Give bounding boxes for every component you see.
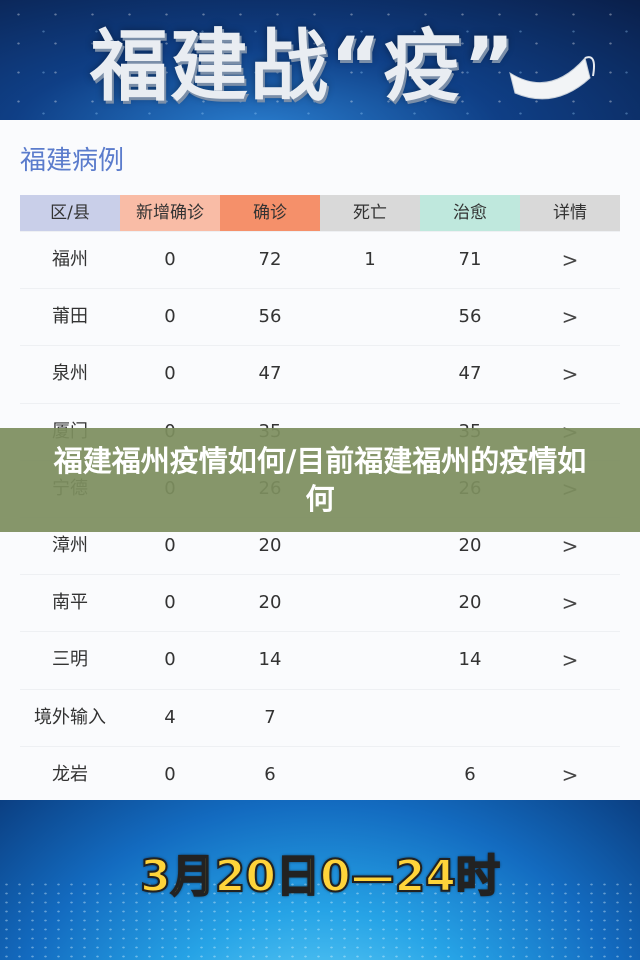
table-cell: 6 [464,763,476,785]
table-cell: 境外输入 [34,706,106,728]
bottom-banner: 3月20日0—24时 [0,800,640,960]
table-cell: 南平 [52,592,88,614]
column-header: 新增确诊 [120,195,220,231]
title-overlay: 福建福州疫情如何/目前福建福州的疫情如何 [0,428,640,532]
table-cell: 1 [364,249,376,270]
banner-title: 福建战“疫” [90,22,517,112]
column-header: 确诊 [220,195,320,231]
stars-decoration [0,880,640,960]
table-cell: 47 [258,363,282,385]
table-cell: 漳州 [52,534,88,556]
details-chevron-icon[interactable]: > [561,533,579,558]
table-cell: 56 [258,306,282,328]
section-title: 福建病例 [20,146,125,176]
table-row: 龙岩 0 6 6 > [20,745,620,803]
details-chevron-icon[interactable]: > [561,648,579,673]
table-cell: 14 [458,649,482,671]
table-cell [320,690,420,746]
table-cell: 6 [264,763,276,785]
table-cell [320,632,420,688]
table-cell: 56 [458,306,482,328]
column-header: 死亡 [320,195,420,231]
table-cell: 三明 [52,649,88,671]
table-row: 福州 0 72 1 71 > [20,231,620,288]
table-cell: 莆田 [52,306,88,328]
table-cell: 47 [458,363,482,385]
column-header: 治愈 [420,195,520,231]
table-row: 南平 0 20 20 > [20,574,620,631]
details-chevron-icon[interactable]: > [561,591,579,616]
table-cell: 福州 [52,249,88,270]
table-cell: 泉州 [52,363,88,385]
date-label: 3月20日0—24时 [139,850,501,903]
table-cell: 4 [164,706,176,728]
table-cell [320,575,420,631]
table-cell: 0 [164,306,176,328]
table-header: 区/县 新增确诊 确诊 死亡 治愈 详情 [20,195,620,231]
table-cell: 0 [164,592,176,614]
table-row: 三明 0 14 14 > [20,631,620,688]
table-cell: 0 [164,649,176,671]
table-cell: 14 [258,649,282,671]
table-cell: 20 [458,592,482,614]
table-cell [320,747,420,803]
column-header: 详情 [520,195,620,231]
face-mask-icon [509,56,595,100]
details-chevron-icon[interactable]: > [561,362,579,387]
table-cell: 0 [164,249,176,270]
table-cell: 72 [258,249,282,270]
details-chevron-icon [520,690,620,746]
table-cell: 71 [458,249,482,270]
table-cell: 0 [164,763,176,785]
table-cell: 20 [458,534,482,556]
table-cell: 0 [164,534,176,556]
table-cell: 龙岩 [52,763,88,785]
details-chevron-icon[interactable]: > [561,762,579,787]
table-cell: 7 [264,706,276,728]
details-chevron-icon[interactable]: > [561,248,579,272]
table-row: 莆田 0 56 56 > [20,288,620,345]
table-cell: 20 [258,534,282,556]
table-cell: 0 [164,363,176,385]
details-chevron-icon[interactable]: > [561,305,579,330]
table-row: 境外输入 4 7 [20,688,620,746]
stars-decoration [0,0,640,120]
table-row: 泉州 0 47 47 > [20,345,620,402]
cases-table: 区/县 新增确诊 确诊 死亡 治愈 详情 福州 0 72 1 71 > 莆田 0 56 56 > 泉州 0 47 47… [20,195,620,803]
top-banner: 福建战“疫” [0,0,640,120]
table-cell [320,346,420,402]
overlay-title: 福建福州疫情如何/目前福建福州的疫情如何 [53,444,587,516]
column-header: 区/县 [20,195,120,231]
table-cell [320,289,420,345]
table-cell [420,690,520,746]
table-cell: 20 [258,592,282,614]
